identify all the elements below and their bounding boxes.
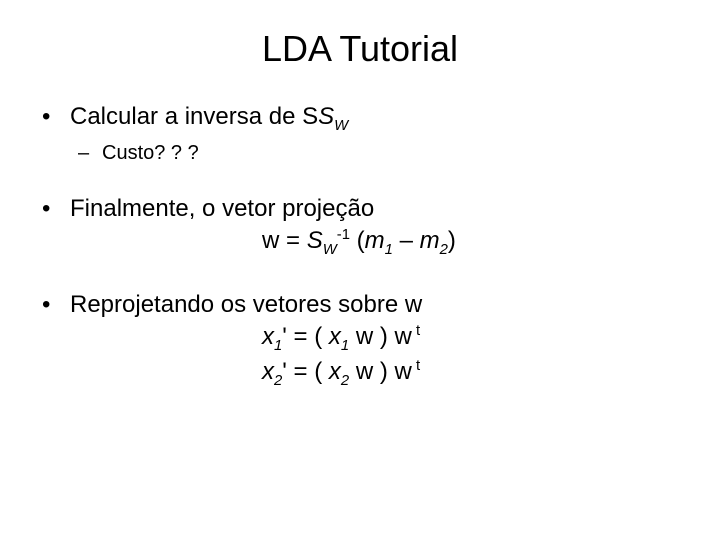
bullet-3: • Reprojetando os vetores sobre w bbox=[42, 290, 680, 320]
bullet-1-sub: W bbox=[334, 118, 348, 134]
bullet-1-var: S bbox=[318, 103, 334, 130]
slide-body: • Calcular a inversa de SSW – Custo? ? ?… bbox=[0, 102, 720, 391]
f3a-t: t bbox=[412, 323, 420, 339]
f3a-w: w ) w bbox=[349, 323, 412, 350]
bullet-2-formula: w = SW-1 (m1 – m2) bbox=[42, 226, 680, 259]
f3b-t: t bbox=[412, 358, 420, 374]
f2-minus: – bbox=[393, 227, 420, 254]
bullet-1-plain: Calcular a inversa de S bbox=[70, 103, 318, 130]
f2-lhs: w bbox=[262, 227, 279, 254]
bullet-3-formula-1: x1' = ( x1 w ) w t bbox=[42, 322, 680, 355]
bullet-2-text: Finalmente, o vetor projeção bbox=[70, 194, 680, 224]
f3b-rvar: x bbox=[329, 358, 341, 385]
f3b-w: w ) w bbox=[349, 358, 412, 385]
f2-m1: m bbox=[365, 227, 385, 254]
f2-eq: = bbox=[279, 227, 306, 254]
dash-icon: – bbox=[78, 141, 102, 166]
f2-open: ( bbox=[350, 227, 365, 254]
bullet-3-formula-2: x2' = ( x2 w ) w t bbox=[42, 357, 680, 390]
f2-m2-sub: 2 bbox=[440, 242, 448, 258]
f3a-rsub: 1 bbox=[341, 338, 349, 354]
bullet-1: • Calcular a inversa de SSW bbox=[42, 102, 680, 135]
bullet-3-text: Reprojetando os vetores sobre w bbox=[70, 290, 680, 320]
f3a-rvar: x bbox=[329, 323, 341, 350]
f3b-eq: = ( bbox=[287, 358, 329, 385]
bullet-dot-icon: • bbox=[42, 194, 70, 224]
bullet-2: • Finalmente, o vetor projeção bbox=[42, 194, 680, 224]
bullet-1-sub-1: – Custo? ? ? bbox=[78, 141, 680, 166]
f2-matrix-sub: W bbox=[323, 242, 337, 258]
f3b-lhs: x bbox=[262, 358, 274, 385]
bullet-dot-icon: • bbox=[42, 290, 70, 320]
f2-m2: m bbox=[420, 227, 440, 254]
bullet-1-sub-1-text: Custo? ? ? bbox=[102, 141, 680, 166]
f3a-lhs: x bbox=[262, 323, 274, 350]
bullet-1-text: Calcular a inversa de SSW bbox=[70, 102, 680, 135]
f3b-rsub: 2 bbox=[341, 373, 349, 389]
bullet-dot-icon: • bbox=[42, 102, 70, 135]
f2-matrix-sup: -1 bbox=[337, 227, 350, 243]
slide-title: LDA Tutorial bbox=[0, 0, 720, 80]
f2-matrix: S bbox=[307, 227, 323, 254]
f3a-eq: = ( bbox=[287, 323, 329, 350]
f2-m1-sub: 1 bbox=[385, 242, 393, 258]
f2-close: ) bbox=[448, 227, 456, 254]
slide: LDA Tutorial • Calcular a inversa de SSW… bbox=[0, 0, 720, 540]
